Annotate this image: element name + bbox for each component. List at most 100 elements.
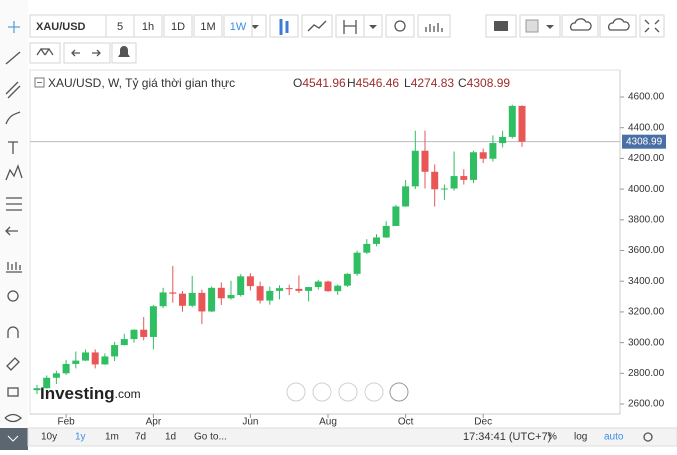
interval-label: 1D <box>171 21 185 33</box>
template-icon <box>425 23 443 32</box>
ohlc-value: 4274.83 <box>411 76 455 90</box>
indicator-icon <box>307 20 327 32</box>
reset[interactable] <box>338 382 358 402</box>
x-tick-label: Dec <box>474 417 492 428</box>
collapse-legend[interactable] <box>34 77 45 88</box>
bottom-controls: 17:34:41 (UTC+7) 10y 1y 1m 7d 1d Go to...% log… <box>41 431 653 443</box>
range-button[interactable]: 1d <box>165 432 176 443</box>
candle-body <box>111 345 119 357</box>
load-button[interactable] <box>561 14 599 38</box>
save-button[interactable] <box>599 14 637 38</box>
y-tick-label: 4200.00 <box>628 153 665 164</box>
zoom-out[interactable] <box>312 382 332 402</box>
camera-icon <box>494 21 508 31</box>
text-tool[interactable] <box>8 141 18 154</box>
scale-option[interactable]: log <box>574 432 587 443</box>
candle-body <box>198 292 206 312</box>
x-tick-label: Oct <box>398 417 414 428</box>
ohlc-value: 4308.99 <box>467 76 511 90</box>
undo-redo[interactable] <box>63 42 111 64</box>
axis-settings[interactable] <box>643 432 653 442</box>
fib-tool[interactable] <box>6 197 22 211</box>
candle-body <box>285 288 293 290</box>
cloud-icon <box>570 18 592 31</box>
candle-body <box>363 243 371 253</box>
candle-body <box>159 292 167 307</box>
interval-button[interactable] <box>163 14 193 38</box>
channel-tool[interactable] <box>5 81 21 99</box>
candle-type[interactable] <box>269 14 299 38</box>
x-tick-label: Jun <box>242 417 258 428</box>
y-tick-label: 4000.00 <box>628 184 665 195</box>
dropdown-arrow <box>251 25 259 29</box>
ohlc-item: C4308.99 <box>458 76 510 90</box>
bottom-bar <box>27 427 677 447</box>
zoom-in[interactable] <box>364 382 384 402</box>
lock-tool[interactable] <box>7 387 19 397</box>
range-button[interactable]: 7d <box>135 432 146 443</box>
interval-label: 1h <box>142 21 154 33</box>
candle-body <box>91 352 99 365</box>
candle-body <box>130 329 138 340</box>
x-tick-label: Apr <box>146 417 162 428</box>
settings-button[interactable] <box>385 14 415 38</box>
collapse-icon <box>7 435 19 442</box>
candle-body <box>411 150 419 187</box>
scale-icon <box>36 47 54 56</box>
cloud-icon <box>608 18 630 31</box>
indicator-button[interactable] <box>301 14 333 38</box>
crosshair-tool[interactable] <box>8 21 20 33</box>
visibility-tool[interactable] <box>4 413 22 423</box>
logo-suffix: .com <box>115 387 141 401</box>
goto-button[interactable]: Go to... <box>194 432 227 443</box>
candle-body <box>140 329 148 337</box>
candle-body <box>227 295 235 299</box>
scale-option[interactable]: auto <box>604 432 624 443</box>
drawing-mode[interactable] <box>6 357 20 371</box>
range-button[interactable]: 1y <box>75 432 86 443</box>
navigation <box>286 382 409 402</box>
candle-body <box>460 176 468 180</box>
candle-body <box>149 306 157 337</box>
candle-body <box>334 285 342 292</box>
chart-legend-title: XAU/USD, W, Tỷ giá thời gian thực <box>48 76 235 90</box>
candle-body <box>431 171 439 190</box>
y-tick-label: 2800.00 <box>628 368 665 379</box>
sidebar-collapse[interactable] <box>0 428 28 450</box>
settings-icon <box>394 20 406 32</box>
measure-tool[interactable] <box>6 262 22 273</box>
interval-label: 1M <box>200 21 215 33</box>
magnet-tool[interactable] <box>7 326 19 338</box>
pattern-tool[interactable] <box>5 164 23 181</box>
candle-body <box>179 293 186 306</box>
zoom-tool[interactable] <box>7 290 19 302</box>
candle-body <box>508 105 516 137</box>
range-button[interactable]: 1m <box>105 432 119 443</box>
interval-button[interactable] <box>133 14 163 38</box>
ohlc-key: C <box>458 76 467 90</box>
x-tick-label: Feb <box>57 417 75 428</box>
candle-icon <box>279 19 289 35</box>
candle-body <box>246 276 254 287</box>
dropdown-arrow <box>546 25 554 29</box>
ohlc-value: 4541.96 <box>302 76 346 90</box>
line-tool[interactable] <box>5 51 21 65</box>
arrow-tool[interactable] <box>5 226 18 236</box>
candle-body <box>276 288 283 291</box>
brush-tool[interactable] <box>5 111 21 125</box>
scroll-left[interactable] <box>286 382 306 402</box>
scroll-right[interactable] <box>389 382 409 402</box>
ohlc-key: H <box>347 76 356 90</box>
candle-body <box>353 252 361 274</box>
scale-option[interactable]: % <box>548 432 557 443</box>
interval-button[interactable] <box>193 14 223 38</box>
candle-body <box>169 292 177 294</box>
interval-button[interactable] <box>223 14 253 38</box>
scale-button[interactable] <box>29 42 61 64</box>
candle-body <box>256 286 264 301</box>
range-button[interactable]: 10y <box>41 432 57 443</box>
y-tick-label: 4600.00 <box>628 92 665 103</box>
fullscreen-button[interactable] <box>639 14 665 38</box>
y-tick-label: 2600.00 <box>628 399 665 410</box>
